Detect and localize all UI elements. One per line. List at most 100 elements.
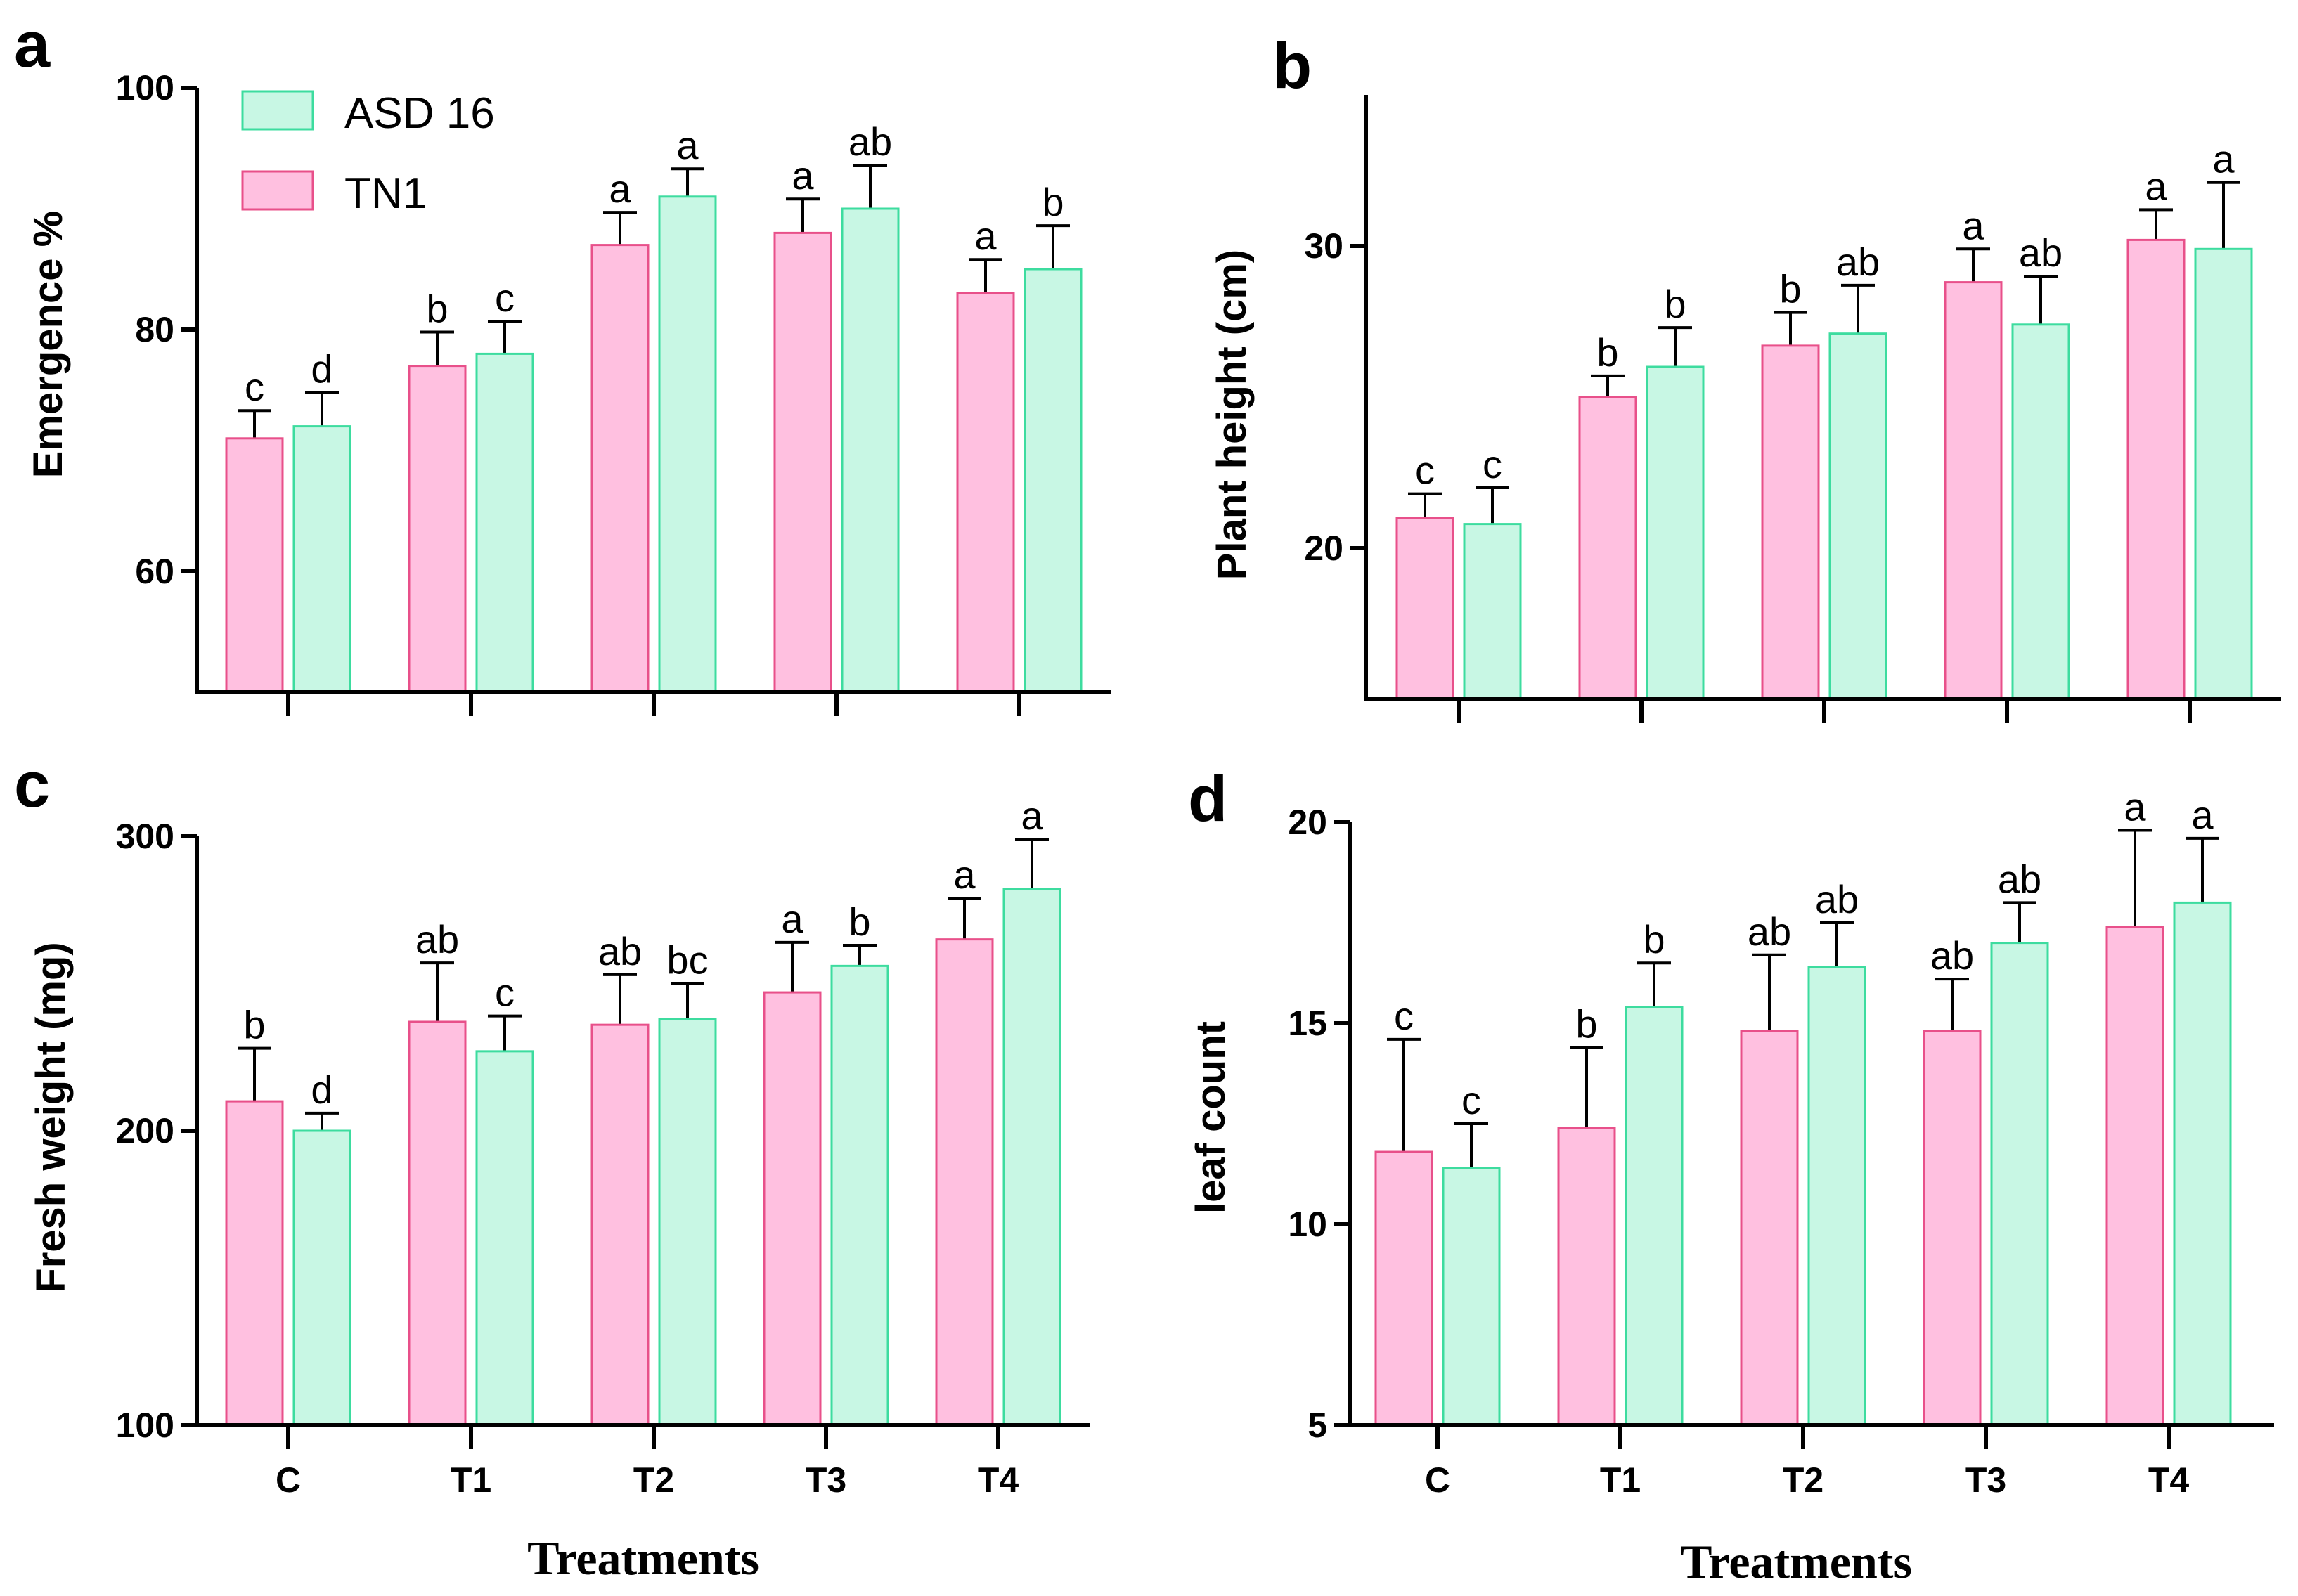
panel-c-xtitle: Treatments	[527, 1531, 759, 1585]
legend-label-asd16: ASD 16	[344, 89, 495, 138]
panel-b-bar-asd16-c	[1463, 523, 1522, 701]
panel-d-xtick-label-t2: T2	[1783, 1460, 1823, 1500]
panel-c-sig-asd16-t1: c	[495, 971, 515, 1015]
panel-b-bar-asd16-t2	[1828, 332, 1887, 701]
panel-d-bar-asd16-t4	[2173, 901, 2232, 1427]
panel-letter-b: b	[1272, 30, 1312, 102]
panel-d-bar-tn1-t2	[1740, 1030, 1799, 1427]
panel-a-sig-asd16-t1: c	[495, 275, 515, 320]
panel-b-sig-tn1-t4: a	[2145, 164, 2167, 208]
panel-c-sig-asd16-c: d	[311, 1068, 333, 1112]
panel-c-ytick-label-100: 100	[116, 1406, 174, 1445]
panel-d-bar-asd16-c	[1442, 1167, 1501, 1427]
panel-c-xtick-label-t4: T4	[978, 1460, 1019, 1500]
panel-c-xtick-label-c: C	[276, 1460, 301, 1500]
panel-c-xtick-label-t2: T2	[633, 1460, 674, 1500]
panel-a-bar-tn1-t2	[590, 244, 650, 694]
panel-a-bar-asd16-c	[292, 425, 351, 694]
panel-c-sig-asd16-t3: b	[848, 900, 870, 944]
panel-c-bar-asd16-c	[292, 1129, 351, 1427]
panel-c-ylabel: Fresh weight (mg)	[28, 942, 74, 1292]
panel-c-xtick-label-t1: T1	[451, 1460, 491, 1500]
panel-d-bar-asd16-t2	[1807, 966, 1866, 1427]
panel-c-sig-tn1-c: b	[243, 1003, 265, 1047]
panel-a-ylabel: Emergence %	[25, 211, 71, 478]
panel-b-ytick-label-30: 30	[1304, 226, 1343, 266]
panel-b-sig-tn1-c: c	[1415, 448, 1435, 493]
panel-b-ylabel: Plant height (cm)	[1209, 249, 1255, 580]
panel-d-bar-tn1-t3	[1923, 1030, 1982, 1427]
panel-b-bar-tn1-t3	[1944, 281, 2003, 701]
panel-c-bar-tn1-t2	[590, 1023, 650, 1427]
panel-a-sig-tn1-t4: a	[974, 214, 997, 258]
panel-c-bar-asd16-t1	[475, 1050, 534, 1427]
panel-a-bar-tn1-t3	[773, 231, 832, 694]
panel-a-bar-asd16-t2	[658, 195, 717, 694]
panel-b-bar-tn1-t4	[2126, 238, 2186, 701]
panel-b-sig-asd16-c: c	[1483, 442, 1502, 486]
panel-b-ytick-label-20: 20	[1304, 528, 1343, 568]
panel-b-sig-tn1-t3: a	[1962, 203, 1984, 247]
panel-a-bar-asd16-t3	[841, 207, 900, 694]
panel-a-bar-asd16-t4	[1024, 268, 1083, 694]
legend-swatch-tn1	[241, 170, 314, 211]
panel-a-bar-tn1-c	[225, 437, 284, 694]
panel-d-ytick-label-20: 20	[1288, 803, 1327, 842]
panel-d-sig-tn1-t1: b	[1575, 1001, 1597, 1046]
panel-a-sig-tn1-t1: b	[426, 286, 448, 330]
panel-b-bar-tn1-c	[1395, 517, 1454, 701]
panel-c-sig-asd16-t2: bc	[666, 938, 708, 982]
panel-b-bar-asd16-t4	[2194, 247, 2253, 701]
panel-c-sig-tn1-t3: a	[781, 897, 803, 941]
panel-d-xtitle: Treatments	[1680, 1535, 1912, 1588]
panel-d-sig-asd16-c: c	[1461, 1078, 1481, 1122]
panel-letter-a: a	[14, 9, 51, 81]
panel-b-bar-tn1-t1	[1578, 396, 1637, 701]
panel-d-ytick-label-10: 10	[1288, 1205, 1327, 1244]
panel-b-bar-asd16-t1	[1646, 365, 1705, 701]
panel-a-sig-asd16-t2: a	[676, 123, 699, 167]
panel-a-ytick-label-60: 60	[135, 552, 174, 591]
panel-c-bar-tn1-t3	[763, 991, 822, 1427]
panel-b-bar-tn1-t2	[1761, 344, 1820, 701]
panel-d-xtick-label-t1: T1	[1600, 1460, 1641, 1500]
legend-label-tn1: TN1	[344, 169, 427, 218]
legend: ASD 16 TN1	[241, 89, 495, 218]
panel-b-bar-asd16-t3	[2011, 323, 2070, 701]
panel-d-sig-tn1-t2: ab	[1748, 909, 1791, 954]
panel-c-sig-tn1-t4: a	[953, 852, 976, 897]
panel-d-bar-asd16-t1	[1625, 1006, 1684, 1427]
panel-d-sig-asd16-t2: ab	[1815, 877, 1859, 921]
panel-c-sig-tn1-t2: ab	[598, 929, 642, 973]
panel-c-ytick-label-300: 300	[116, 817, 174, 856]
panel-b-sig-asd16-t4: a	[2212, 137, 2235, 181]
panel-b-sig-tn1-t2: b	[1779, 267, 1801, 311]
panel-a-bar-tn1-t1	[408, 365, 467, 694]
panel-a-bar-tn1-t4	[956, 292, 1015, 694]
panel-d-bar-tn1-t4	[2105, 926, 2164, 1427]
legend-swatch-asd16	[241, 90, 314, 131]
panel-c-sig-tn1-t1: ab	[415, 917, 459, 961]
panel-c-sig-asd16-t4: a	[1021, 793, 1043, 838]
panel-c-bar-asd16-t3	[830, 964, 889, 1427]
panel-c-ytick-label-200: 200	[116, 1111, 174, 1150]
panel-c-bar-asd16-t4	[1002, 888, 1061, 1427]
panel-d-sig-tn1-t3: ab	[1930, 933, 1974, 978]
panel-c: c Fresh weight (mg) bab abaadcbcba1002003…	[14, 749, 1090, 1585]
panel-d-xtick-label-t4: T4	[2148, 1460, 2190, 1500]
panel-a-sig-asd16-t4: b	[1042, 180, 1064, 224]
panel-c-xtick-label-t3: T3	[806, 1460, 846, 1500]
panel-c-bar-asd16-t2	[658, 1018, 717, 1427]
panel-b-sig-asd16-t3: ab	[2019, 231, 2063, 275]
panel-a-bar-asd16-t1	[475, 352, 534, 694]
panel-d-sig-tn1-c: c	[1394, 994, 1414, 1038]
panel-a-sig-tn1-t3: a	[792, 153, 814, 197]
